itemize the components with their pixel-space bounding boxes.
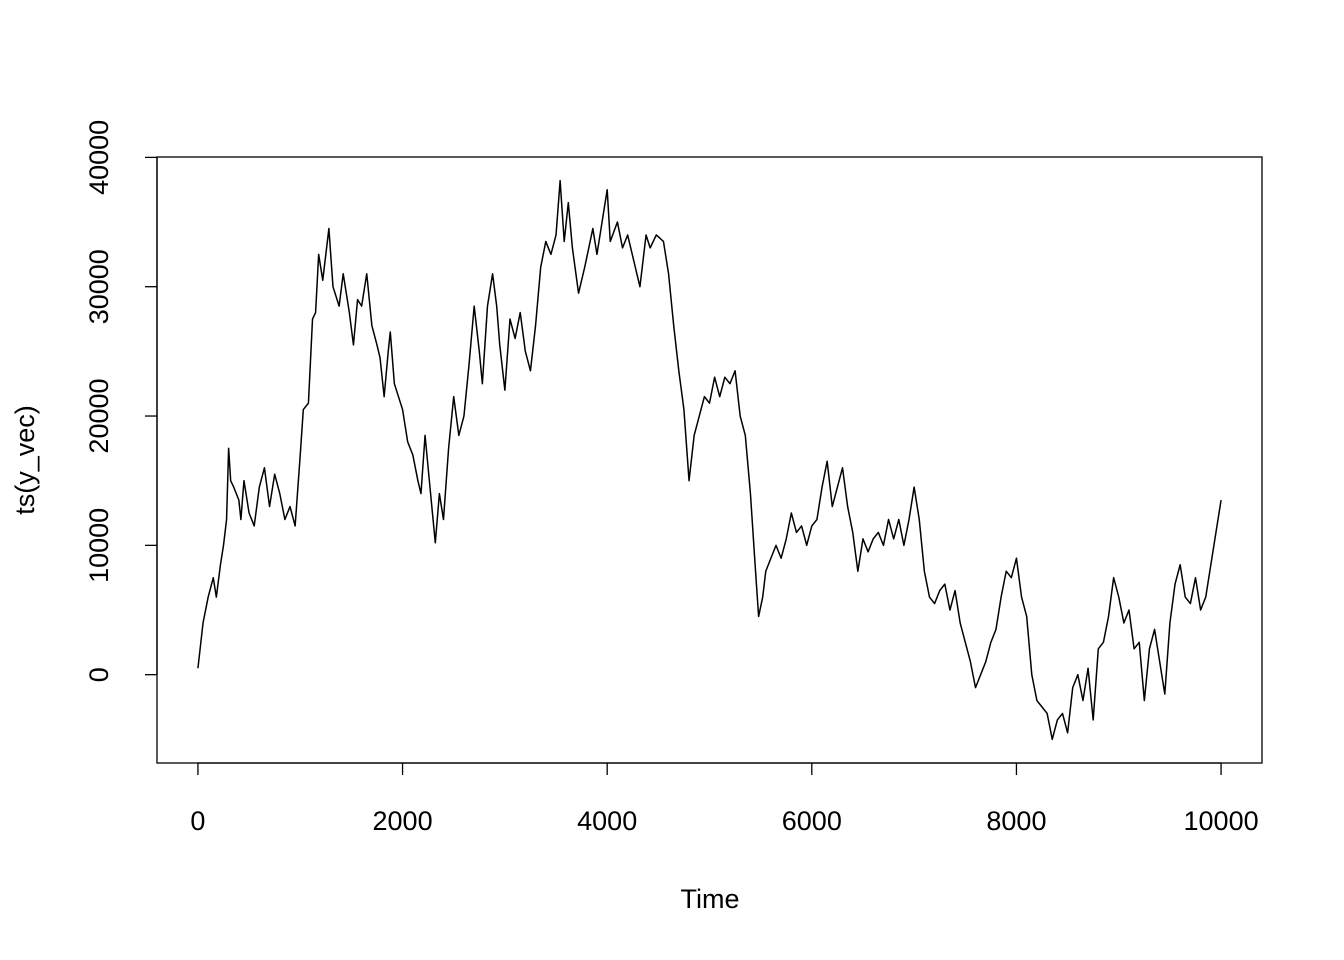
x-tick-label: 0 bbox=[190, 806, 205, 836]
x-tick-label: 10000 bbox=[1184, 806, 1259, 836]
y-tick-label: 40000 bbox=[84, 120, 114, 195]
x-tick-label: 8000 bbox=[986, 806, 1046, 836]
series-line bbox=[197, 179, 1222, 741]
y-tick-label: 0 bbox=[84, 667, 114, 682]
x-tick-label: 2000 bbox=[373, 806, 433, 836]
x-tick-label: 6000 bbox=[782, 806, 842, 836]
x-tick-label: 4000 bbox=[577, 806, 637, 836]
x-axis-label: Time bbox=[681, 884, 740, 914]
y-axis-label: ts(y_vec) bbox=[10, 405, 40, 515]
y-tick-label: 10000 bbox=[84, 508, 114, 583]
y-tick-label: 30000 bbox=[84, 249, 114, 324]
y-tick-label: 20000 bbox=[84, 378, 114, 453]
